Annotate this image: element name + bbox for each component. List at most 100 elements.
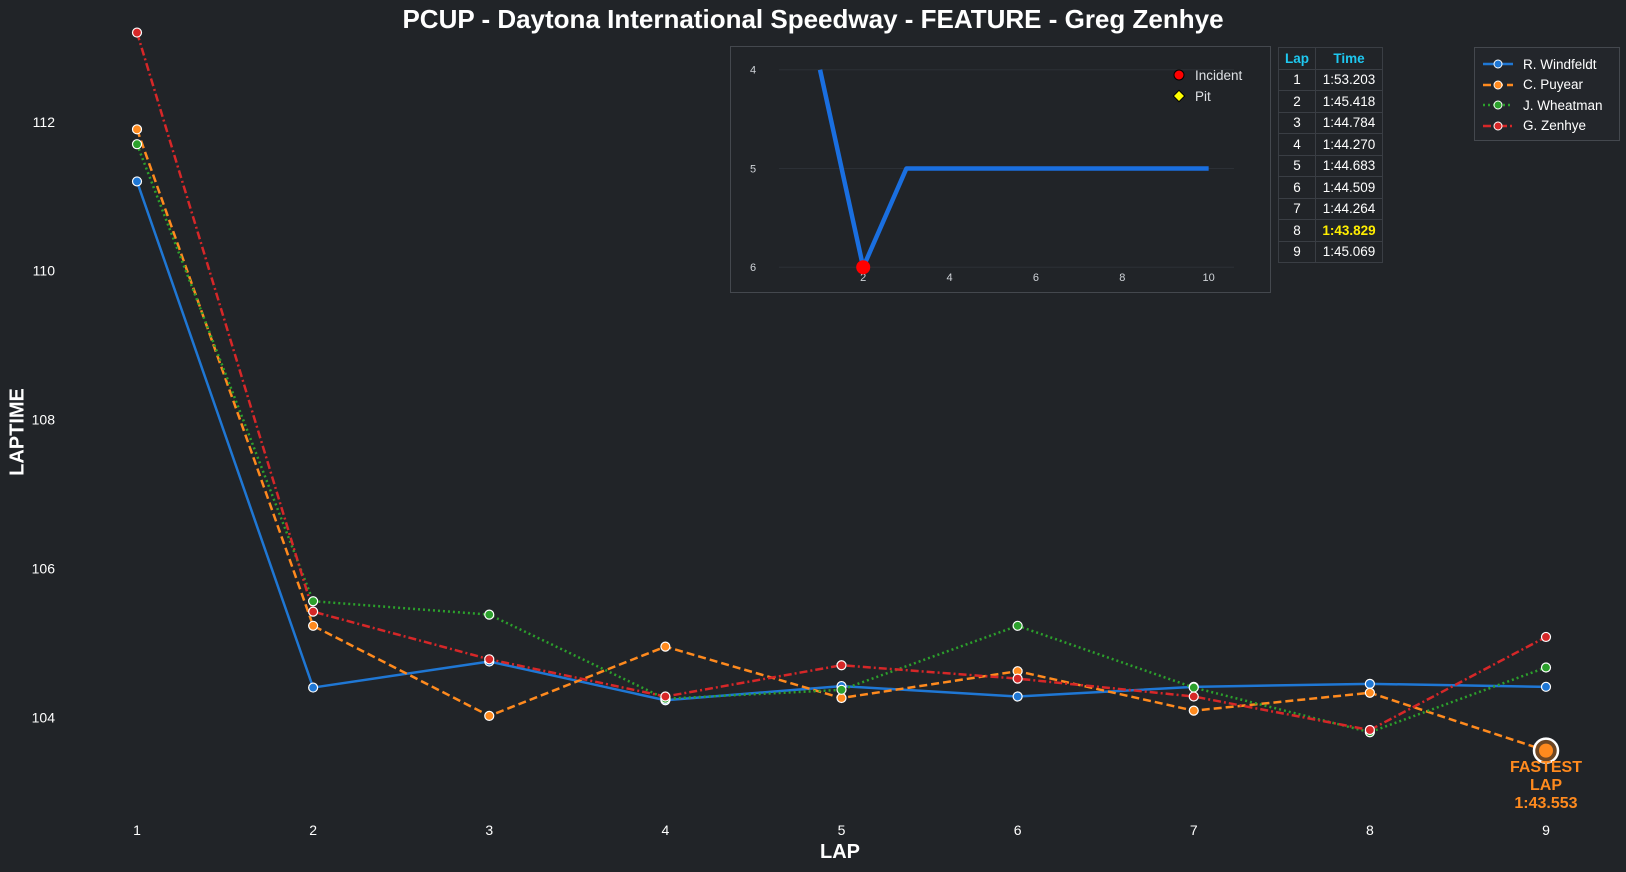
inset-y-tick-label: 4: [750, 65, 756, 77]
table-row: 3 1:44.784: [1277, 111, 1384, 134]
data-point: [1012, 620, 1023, 631]
y-tick-label: 106: [32, 560, 56, 576]
inset-x-tick-label: 4: [947, 272, 953, 284]
inset-x-tick-label: 2: [860, 272, 866, 284]
table-cell-time: 1:44.509: [1315, 176, 1384, 199]
data-point: [131, 27, 143, 38]
table-cell-lap: 1: [1277, 68, 1317, 91]
incident-marker: [856, 260, 871, 275]
fastest-lap-time: 1:43.553: [1514, 795, 1578, 812]
data-point: [660, 641, 671, 652]
data-point: [484, 609, 495, 620]
data-point: [836, 660, 847, 671]
data-point: [660, 691, 671, 702]
fastest-lap-dot: [1539, 743, 1553, 758]
data-point: [836, 684, 847, 695]
table-row: 6 1:44.509: [1277, 176, 1384, 199]
x-tick-label: 4: [661, 822, 669, 838]
lap-times-table: Lap Time 1 1:53.203 2 1:45.418 3 1:44.784 4 1:4…: [1277, 47, 1384, 263]
table-cell-time: 1:44.264: [1315, 197, 1384, 220]
y-axis-label: LAPTIME: [6, 388, 29, 476]
data-point: [1540, 662, 1552, 673]
legend-label: G. Zenhye: [1523, 118, 1587, 134]
x-tick-label: 9: [1542, 822, 1550, 838]
legend-swatch: [1483, 59, 1513, 69]
y-tick-label: 104: [32, 709, 56, 725]
position-inset-chart: 4 5 6 2 4 6 8 10 Incident Pit: [730, 46, 1271, 293]
table-header-lap: Lap: [1277, 47, 1317, 70]
data-point: [484, 654, 495, 665]
table-cell-lap: 6: [1277, 176, 1317, 199]
data-point: [1188, 705, 1199, 716]
data-point: [1364, 687, 1375, 698]
y-tick-label: 112: [33, 114, 56, 130]
table-cell-lap: 7: [1277, 197, 1317, 220]
data-point: [308, 682, 319, 693]
data-point: [1540, 631, 1552, 643]
table-row: 5 1:44.683: [1277, 154, 1384, 177]
inset-x-tick-label: 6: [1033, 272, 1039, 284]
table-row: 2 1:45.418: [1277, 90, 1384, 113]
legend-item: R. Windfeldt: [1475, 54, 1619, 75]
legend-label: C. Puyear: [1523, 77, 1584, 93]
inset-x-tick-label: 10: [1203, 272, 1215, 284]
fastest-lap-label: FASTEST LAP: [1509, 759, 1582, 794]
data-point: [1188, 691, 1199, 702]
chart-title: PCUP - Daytona International Speedway - …: [402, 4, 1224, 34]
inset-position-line: [817, 69, 1209, 270]
y-tick-label: 110: [33, 263, 56, 279]
x-tick-label: 7: [1190, 822, 1198, 838]
legend-item: G. Zenhye: [1475, 116, 1619, 137]
data-point: [1188, 682, 1199, 693]
table-cell-lap: 3: [1277, 111, 1317, 134]
table-row: 9 1:45.069: [1277, 240, 1384, 263]
table-cell-time: 1:44.270: [1315, 133, 1384, 156]
legend-label: J. Wheatman: [1523, 97, 1603, 113]
inset-legend-marker: [1173, 69, 1185, 81]
x-tick-label: 1: [133, 822, 141, 838]
table-cell-time: 1:45.069: [1315, 240, 1384, 263]
data-point: [1364, 724, 1375, 736]
data-point: [131, 176, 143, 187]
table-cell-time: 1:53.203: [1315, 68, 1384, 91]
x-tick-label: 3: [485, 822, 493, 838]
table-cell-time: 1:44.683: [1315, 154, 1384, 177]
inset-y-tick-label: 6: [750, 262, 756, 274]
inset-legend-label: Incident: [1195, 68, 1243, 83]
legend-item: J. Wheatman: [1475, 95, 1619, 116]
data-point: [131, 124, 143, 135]
legend-label: R. Windfeldt: [1523, 56, 1597, 72]
main-legend: R. Windfeldt C. Puyear J. Wheatman G. Zenhy…: [1474, 47, 1620, 141]
data-point: [308, 620, 319, 631]
x-tick-label: 6: [1014, 822, 1022, 838]
legend-item: C. Puyear: [1475, 75, 1619, 96]
x-tick-label: 8: [1366, 822, 1374, 838]
x-tick-label: 2: [309, 822, 317, 838]
table-row: 1 1:53.203: [1277, 68, 1384, 91]
table-cell-lap: 4: [1277, 133, 1317, 156]
data-point: [1364, 678, 1375, 689]
data-point: [1012, 673, 1023, 684]
table-header-time: Time: [1315, 47, 1384, 70]
legend-swatch: [1483, 100, 1513, 110]
data-point: [308, 596, 319, 607]
inset-legend-marker: [1172, 89, 1186, 103]
table-cell-lap: 9: [1277, 240, 1317, 263]
data-point: [131, 139, 143, 150]
data-point: [1540, 681, 1552, 692]
table-cell-lap: 2: [1277, 90, 1317, 113]
table-row: 4 1:44.270: [1277, 133, 1384, 156]
table-row: 7 1:44.264: [1277, 197, 1384, 220]
main-points: [131, 27, 1560, 764]
table-cell-lap: 5: [1277, 154, 1317, 177]
table-cell-lap: 8: [1277, 219, 1317, 242]
position-inset-svg: 4 5 6 2 4 6 8 10 Incident Pit: [750, 65, 1243, 284]
table-row: 8 1:43.829: [1277, 219, 1384, 242]
data-point: [308, 606, 319, 617]
data-point: [1012, 691, 1023, 702]
data-point: [484, 710, 495, 721]
table-cell-time: 1:44.784: [1315, 111, 1384, 134]
inset-x-tick-label: 8: [1119, 272, 1125, 284]
